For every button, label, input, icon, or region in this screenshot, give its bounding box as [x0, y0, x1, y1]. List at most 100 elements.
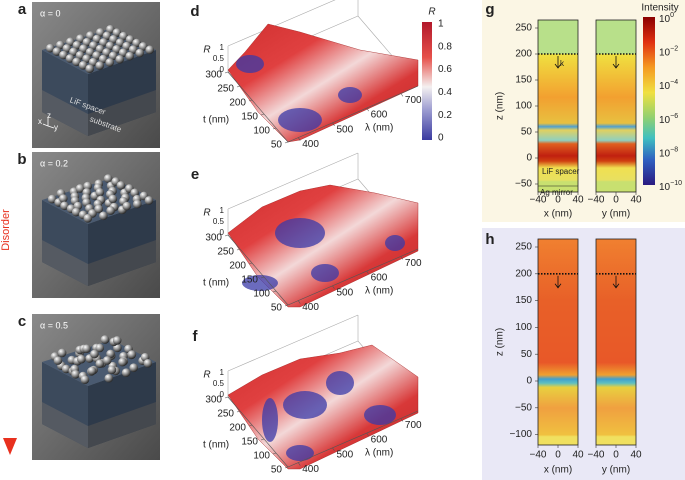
x-tick-label: 0	[613, 195, 619, 206]
t-tick	[224, 396, 229, 399]
nanoparticle	[118, 48, 128, 58]
panel-label: h	[485, 231, 494, 248]
t-tick	[224, 71, 229, 74]
tick-exponent: −8	[670, 146, 678, 153]
r-tick-label: 0.5	[213, 379, 225, 388]
low-reflectance-region	[311, 264, 339, 282]
x-axis-label: x (nm)	[544, 465, 572, 476]
r-axis-label: R	[203, 370, 210, 381]
nanoparticle	[104, 373, 114, 383]
z-tick-label: 250	[515, 23, 532, 34]
t-tick	[272, 290, 277, 293]
t-tick	[260, 113, 265, 116]
t-tick-label: 50	[271, 140, 283, 151]
r-tick-label: 0	[220, 228, 225, 237]
low-reflectance-region	[385, 235, 405, 251]
nanoparticle	[95, 28, 105, 37]
axis-glyph: y	[54, 123, 58, 132]
intensity-colorbar-label: Intensity	[641, 3, 678, 14]
nanoparticle	[47, 194, 57, 204]
nanoparticle	[122, 41, 131, 51]
nanoparticle	[60, 201, 69, 211]
z-tick-label: 100	[515, 322, 532, 333]
cube-bottom-layer	[88, 240, 156, 286]
nanoparticle	[103, 174, 113, 183]
z-tick-label: −50	[515, 402, 532, 413]
z-tick-label: 200	[515, 49, 532, 60]
nanoparticle	[105, 24, 115, 34]
lambda-tick	[366, 432, 369, 437]
nanoparticle	[115, 54, 125, 64]
cube-bottom-layer	[42, 90, 88, 136]
lambda-tick-label: 500	[336, 124, 353, 135]
t-tick	[248, 99, 253, 102]
incident-arrow	[554, 275, 562, 289]
nanoparticle	[55, 40, 65, 50]
r-tick-label: 0.5	[213, 54, 225, 63]
nanoparticle	[61, 364, 71, 374]
low-reflectance-region	[338, 87, 362, 103]
lambda-tick	[366, 107, 369, 112]
mirror-label: Ag mirror	[540, 188, 573, 197]
x-tick-label: −40	[588, 195, 605, 206]
t-tick-label: 50	[271, 303, 283, 314]
nanoparticle	[121, 368, 131, 377]
r-colorbar-tick: 0.2	[438, 110, 452, 121]
nanoparticle	[53, 356, 63, 365]
nanoparticle	[95, 343, 105, 353]
z-tick-label: 250	[515, 242, 532, 253]
nanoparticle	[129, 363, 139, 372]
t-tick	[284, 141, 289, 144]
t-tick-label: 150	[241, 437, 258, 448]
tick-base: 10	[659, 182, 671, 193]
intensity-tick-label: 10−8	[659, 146, 678, 159]
t-tick	[284, 466, 289, 469]
nanoparticle	[92, 34, 102, 44]
lambda-tick	[366, 270, 369, 275]
lambda-tick-label: 700	[405, 95, 422, 106]
nanoparticle	[132, 38, 141, 48]
axis-glyph: z	[47, 111, 51, 120]
incident-arrow	[554, 56, 562, 69]
nanoparticle	[82, 344, 91, 354]
axis-glyph: x	[38, 117, 42, 126]
nanoparticle	[125, 51, 135, 61]
nanoparticle	[62, 44, 72, 53]
nanoparticle	[85, 64, 95, 74]
reflectance-surface	[227, 23, 419, 143]
low-reflectance-region	[326, 371, 354, 395]
x-tick-label: 0	[555, 195, 561, 206]
panel-h-background	[482, 228, 685, 480]
nanoparticle	[95, 187, 105, 197]
lambda-tick-label: 400	[302, 302, 319, 313]
nanoparticle	[144, 196, 154, 205]
t-tick-label: 300	[205, 395, 222, 406]
cube-bottom-layer	[42, 402, 88, 448]
z-tick-label: 0	[526, 376, 532, 387]
lambda-tick	[400, 93, 404, 97]
z-tick-label: 200	[515, 268, 532, 279]
cube-bottom-layer	[88, 90, 156, 136]
r-tick-label: 0	[220, 65, 225, 74]
nanoparticle	[143, 359, 153, 368]
nanoparticle	[89, 41, 98, 50]
nanoparticle	[83, 181, 92, 191]
lambda-tick	[332, 122, 335, 127]
r-colorbar-tick: 0.4	[438, 87, 452, 98]
t-tick	[236, 85, 241, 88]
lambda-tick-label: 400	[302, 139, 319, 150]
nanoparticle	[65, 54, 75, 63]
t-tick-label: 100	[253, 289, 270, 300]
nanoparticle	[102, 31, 112, 41]
panel-label: e	[191, 166, 199, 183]
intensity-tick-label: 10−2	[659, 45, 678, 58]
nanoparticle	[58, 194, 68, 203]
lambda-tick	[298, 137, 301, 141]
lambda-tick-label: 600	[371, 110, 388, 121]
r-colorbar	[422, 22, 432, 140]
nanoparticle	[119, 31, 128, 41]
nanoparticle	[106, 206, 115, 215]
nanoparticle	[80, 375, 90, 384]
r-colorbar-tick: 0.6	[438, 64, 452, 75]
lambda-axis-label: λ (nm)	[365, 286, 393, 297]
